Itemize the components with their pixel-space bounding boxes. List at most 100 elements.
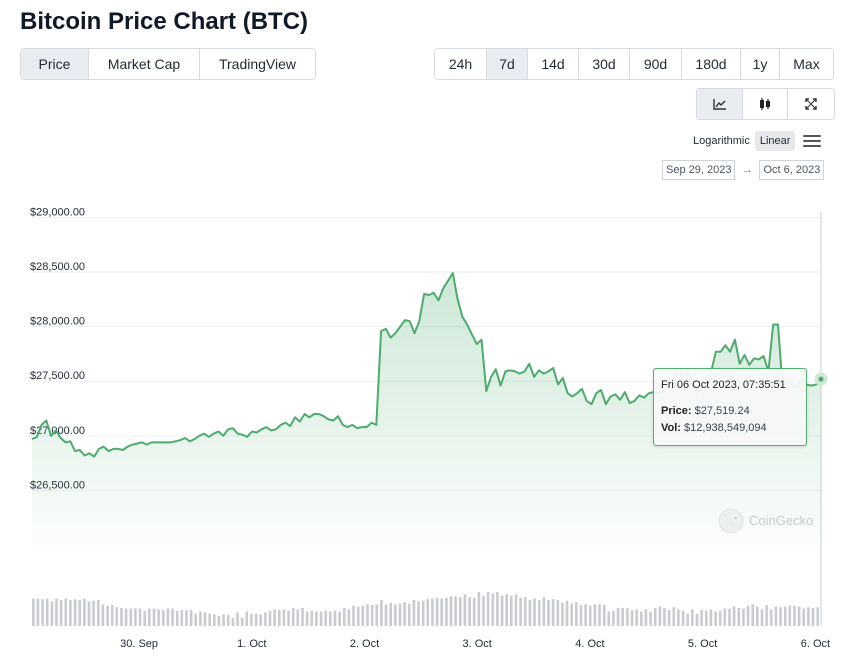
volume-bar — [143, 610, 146, 626]
volume-bar — [180, 610, 184, 626]
volume-bar — [356, 606, 360, 626]
volume-bar — [575, 602, 578, 626]
range-180d[interactable]: 180d — [682, 49, 741, 79]
volume-bar — [463, 594, 467, 626]
hover-point — [814, 372, 828, 386]
volume-bar — [264, 612, 267, 626]
volume-bar — [352, 605, 355, 626]
volume-bar — [129, 608, 133, 626]
volume-bar — [653, 607, 657, 626]
tab-tradingview[interactable]: TradingView — [200, 49, 315, 79]
volume-bar — [700, 610, 703, 626]
tab-price[interactable]: Price — [21, 49, 89, 79]
volume-bar — [746, 605, 750, 626]
volume-bar — [296, 609, 300, 626]
price-area-fill — [32, 273, 821, 545]
volume-bar — [621, 607, 624, 626]
volume-bar — [570, 603, 573, 626]
x-tick-label: 3. Oct — [463, 638, 492, 650]
volume-bar — [565, 600, 569, 626]
volume-bar — [97, 600, 100, 626]
x-tick-label: 4. Oct — [575, 638, 604, 650]
range-1y[interactable]: 1y — [741, 49, 780, 79]
line-chart-button[interactable] — [697, 89, 743, 119]
y-tick-label: $28,000.00 — [30, 316, 85, 328]
volume-bar — [519, 597, 522, 626]
price-tooltip: Fri 06 Oct 2023, 07:35:51 Price: $27,519… — [653, 368, 807, 446]
range-30d[interactable]: 30d — [579, 49, 630, 79]
volume-bar — [254, 613, 258, 626]
volume-bar — [626, 607, 629, 626]
tooltip-price-label: Price: — [661, 405, 692, 417]
volume-bar — [774, 606, 778, 626]
volume-bar — [417, 601, 420, 626]
volume-bar — [602, 605, 606, 626]
volume-bar — [120, 607, 123, 626]
volume-bar — [537, 600, 541, 626]
watermark-text: CoinGecko — [749, 513, 813, 528]
date-from-input[interactable]: Sep 29, 2023 — [662, 160, 736, 180]
volume-bar — [788, 605, 792, 626]
range-14d[interactable]: 14d — [528, 49, 579, 79]
volume-bar — [695, 613, 699, 626]
volume-bar — [338, 611, 341, 626]
volume-bar — [807, 607, 810, 626]
volume-bar — [593, 604, 597, 626]
volume-bar — [301, 607, 304, 626]
volume-bar — [305, 611, 309, 626]
range-max[interactable]: Max — [780, 49, 833, 79]
volume-bar — [375, 604, 378, 626]
range-90d[interactable]: 90d — [630, 49, 682, 79]
volume-bar — [101, 604, 105, 626]
volume-bar — [760, 609, 764, 626]
volume-bar — [459, 597, 462, 626]
tooltip-vol-value: $12,938,549,094 — [684, 422, 767, 434]
volume-bar — [714, 611, 717, 626]
volume-bar — [667, 610, 671, 626]
volume-bar — [110, 605, 114, 626]
candlestick-icon — [760, 98, 770, 110]
volume-bar — [329, 611, 332, 626]
chart-tabs: Price Market Cap TradingView — [20, 48, 316, 80]
x-tick-label: 6. Oct — [801, 638, 830, 650]
volume-bar — [291, 607, 295, 626]
volume-bar — [440, 598, 443, 626]
volume-bar — [677, 609, 680, 626]
range-7d[interactable]: 7d — [487, 49, 528, 79]
volume-bar — [598, 604, 601, 626]
volume-bar — [533, 598, 536, 626]
page-title: Bitcoin Price Chart (BTC) — [20, 8, 309, 35]
candlestick-button[interactable] — [743, 89, 788, 119]
volume-bar — [551, 599, 555, 626]
volume-bar — [691, 609, 694, 626]
volume-bar — [124, 608, 128, 626]
volume-bar — [756, 606, 759, 626]
volume-bar — [55, 598, 58, 626]
volume-bar — [426, 599, 430, 626]
volume-bar — [222, 614, 225, 626]
y-tick-label: $29,000.00 — [30, 206, 85, 218]
hamburger-menu-icon[interactable] — [803, 132, 821, 148]
volume-bar — [723, 608, 727, 626]
price-chart[interactable]: $26,500.00$27,000.00$27,500.00$28,000.00… — [0, 190, 850, 664]
volume-bar — [472, 597, 476, 626]
scale-linear[interactable]: Linear — [754, 131, 796, 151]
volume-bar — [579, 605, 583, 626]
volume-bar — [115, 607, 119, 626]
volume-bar — [640, 611, 643, 626]
volume-bar — [588, 605, 592, 626]
x-tick-label: 30. Sep — [120, 638, 158, 650]
volume-bar — [811, 607, 815, 626]
fullscreen-button[interactable] — [788, 89, 834, 119]
volume-bar — [213, 614, 216, 626]
scale-logarithmic[interactable]: Logarithmic — [693, 135, 750, 147]
range-24h[interactable]: 24h — [435, 49, 487, 79]
volume-bar — [769, 609, 773, 626]
volume-bar — [45, 598, 49, 626]
tab-market-cap[interactable]: Market Cap — [89, 49, 200, 79]
volume-bar — [273, 609, 276, 626]
date-to-input[interactable]: Oct 6, 2023 — [759, 160, 825, 180]
volume-bar — [208, 613, 211, 626]
volume-bar — [528, 600, 532, 626]
tooltip-price-value: $27,519.24 — [694, 405, 750, 417]
